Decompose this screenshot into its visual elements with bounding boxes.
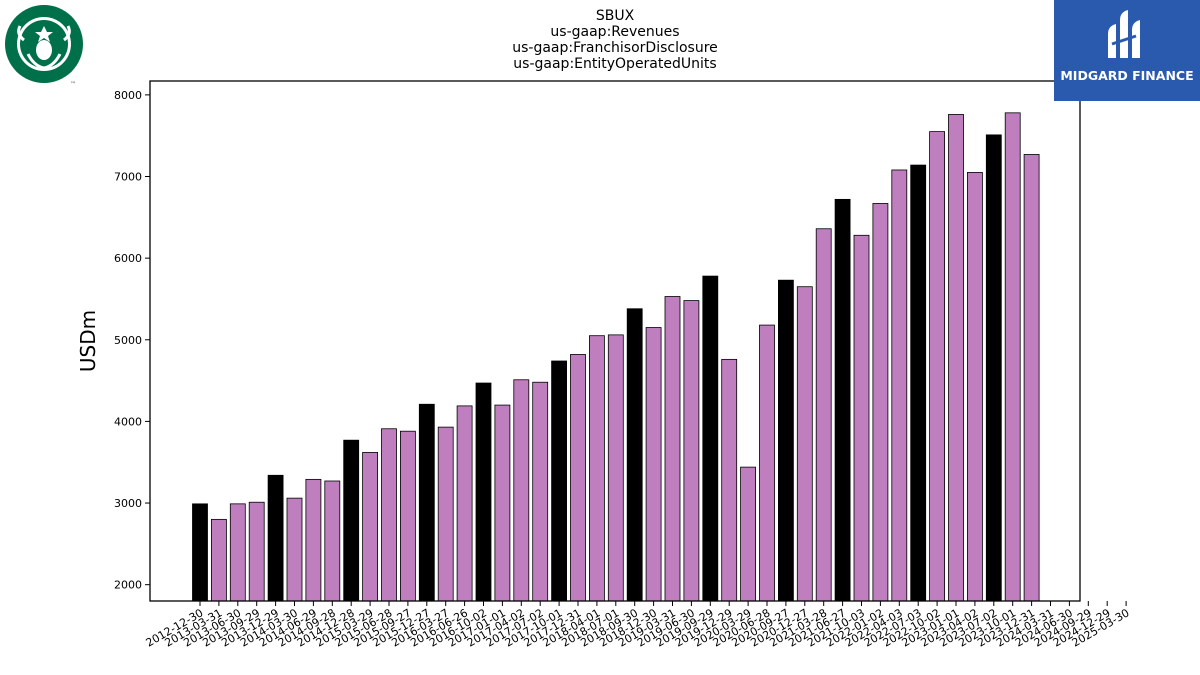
bar-2022-01-02 bbox=[872, 203, 889, 602]
bar-2015-12-27 bbox=[418, 403, 435, 602]
bar-2018-09-30 bbox=[626, 308, 643, 602]
x-axis: 2012-12-302013-03-312013-06-302013-09-29… bbox=[144, 601, 1132, 650]
trademark-symbol: ™ bbox=[70, 81, 76, 88]
bar-2015-09-27 bbox=[399, 430, 416, 602]
bar-2016-06-26 bbox=[456, 405, 473, 602]
bar-2017-01-01 bbox=[494, 404, 511, 602]
bar-2021-03-28 bbox=[815, 228, 832, 602]
bar-2023-10-01 bbox=[1004, 112, 1021, 602]
bar-2020-03-29 bbox=[740, 466, 756, 602]
bar-2012-12-30 bbox=[192, 503, 208, 602]
midgard-finance-wordmark: MIDGARD FINANCE bbox=[1060, 68, 1194, 83]
chart-title-metric: us-gaap:Revenues bbox=[550, 24, 680, 40]
y-axis: 2000 3000 4000 5000 6000 7000 8000 bbox=[114, 89, 150, 592]
bar-2021-10-03 bbox=[853, 234, 870, 602]
bar-2018-07-01 bbox=[607, 334, 624, 602]
bar-2017-07-02 bbox=[532, 381, 549, 602]
bar-2017-10-01 bbox=[551, 360, 567, 602]
bar-2023-12-31 bbox=[1023, 154, 1040, 602]
bar-2017-12-31 bbox=[570, 354, 586, 602]
y-tick-label: 8000 bbox=[114, 89, 142, 102]
bar-2022-04-03 bbox=[891, 169, 908, 602]
bar-2019-09-29 bbox=[702, 275, 719, 602]
bar-2016-03-27 bbox=[437, 426, 454, 602]
bar-2017-04-02 bbox=[513, 379, 530, 602]
bar-2023-04-02 bbox=[967, 172, 983, 602]
y-axis-label: USDm bbox=[76, 310, 100, 372]
bar-series bbox=[192, 112, 1040, 602]
bar-2016-10-02 bbox=[475, 382, 492, 602]
midgard-finance-logo: MIDGARD FINANCE bbox=[1054, 0, 1200, 101]
bar-2022-10-02 bbox=[929, 131, 945, 602]
plot-frame bbox=[149, 80, 1081, 602]
bar-2020-06-28 bbox=[759, 324, 775, 602]
bar-2019-03-31 bbox=[664, 296, 681, 602]
y-tick-label: 4000 bbox=[114, 415, 142, 428]
bar-2015-06-28 bbox=[381, 428, 397, 602]
bar-2014-03-30 bbox=[286, 497, 303, 602]
y-tick-label: 3000 bbox=[114, 497, 142, 510]
chart-title-disclosure: us-gaap:FranchisorDisclosure bbox=[512, 40, 718, 56]
bar-2019-12-29 bbox=[721, 358, 738, 602]
bar-2015-03-29 bbox=[362, 452, 379, 602]
bar-2020-12-27 bbox=[796, 286, 813, 602]
y-tick-label: 6000 bbox=[114, 252, 142, 265]
y-tick-label: 7000 bbox=[114, 171, 142, 184]
chart-title-ticker: SBUX bbox=[595, 8, 635, 24]
bar-2020-09-27 bbox=[778, 279, 794, 602]
chart-title-units: us-gaap:EntityOperatedUnits bbox=[513, 56, 717, 72]
bar-2014-12-28 bbox=[343, 439, 360, 602]
bar-2022-07-03 bbox=[910, 164, 927, 602]
y-tick-label: 5000 bbox=[114, 334, 142, 347]
y-tick-label: 2000 bbox=[114, 579, 142, 592]
bar-2018-04-01 bbox=[589, 335, 605, 602]
bar-2013-09-29 bbox=[248, 501, 265, 602]
bar-2013-06-30 bbox=[229, 503, 246, 602]
bar-2021-06-27 bbox=[834, 198, 851, 602]
bar-2019-06-30 bbox=[683, 300, 700, 602]
bar-2013-03-31 bbox=[210, 518, 227, 602]
bar-2013-12-29 bbox=[267, 474, 284, 602]
bar-2023-07-02 bbox=[985, 134, 1002, 602]
starbucks-siren-logo: ™ bbox=[4, 4, 88, 92]
bar-2014-06-29 bbox=[305, 478, 322, 602]
bar-2014-09-28 bbox=[324, 480, 341, 602]
bar-2023-01-01 bbox=[948, 114, 964, 602]
bar-2018-12-30 bbox=[645, 327, 662, 602]
